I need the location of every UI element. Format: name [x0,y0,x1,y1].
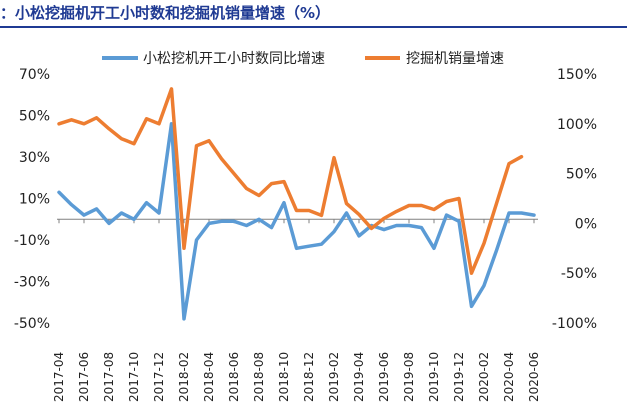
x-tick-label: 2020-04 [502,352,516,402]
x-tick-label: 2017-12 [152,352,166,402]
y-right-tick-label: 0% [575,216,597,232]
y-right-tick-label: 50% [566,167,597,183]
x-tick-label: 2018-02 [177,352,191,402]
series-line-excavator-sales [57,87,524,275]
x-tick-label: 2019-12 [452,352,466,402]
y-left-tick-label: -30% [14,275,50,291]
y-left-tick-label: 50% [19,109,50,125]
y-right-tick-label: 100% [557,117,597,133]
legend-label-komatsu-hours: 小松挖机开工小时数同比增速 [143,51,325,67]
x-tick-label: 2018-12 [302,352,316,402]
x-tick-label: 2019-10 [427,352,441,402]
x-tick-label: 2018-04 [202,352,216,402]
y-left-tick-label: -50% [14,316,50,332]
x-tick-label: 2018-08 [252,352,266,402]
y-right-tick-label: 150% [557,67,597,83]
x-tick-label: 2019-06 [377,352,391,402]
legend: 小松挖机开工小时数同比增速 挖掘机销量增速 [102,51,504,67]
x-tick-label: 2019-02 [327,352,341,402]
y-left-tick-label: -10% [14,233,50,249]
x-tick-label: 2017-10 [127,352,141,402]
y-right-tick-label: -100% [552,316,597,332]
x-tick-label: 2019-08 [402,352,416,402]
x-tick-label: 2019-04 [352,352,366,402]
y-left-tick-label: 70% [19,67,50,83]
x-tick-label: 2018-10 [277,352,291,402]
legend-label-excavator-sales: 挖掘机销量增速 [406,51,504,67]
x-tick-label: 2017-04 [52,352,66,402]
y-left-tick-label: 30% [19,150,50,166]
series-group [57,87,536,321]
y-left-tick-label: 10% [19,192,50,208]
x-tick-label: 2020-06 [527,352,541,402]
x-tick-label: 2017-08 [102,352,116,402]
y-right-tick-label: -50% [561,266,597,282]
x-tick-label: 2018-06 [227,352,241,402]
x-tick-label: 2020-02 [477,352,491,402]
axes: 70% 50% 30% 10% -10% -30% -50% 150% 100% 50% 0% -50… [14,67,597,402]
series-line-komatsu-hours [57,122,536,321]
chart-title: ：小松挖掘机开工小时数和挖掘机销量增速（%） [0,2,627,28]
x-tick-label: 2017-06 [77,352,91,402]
